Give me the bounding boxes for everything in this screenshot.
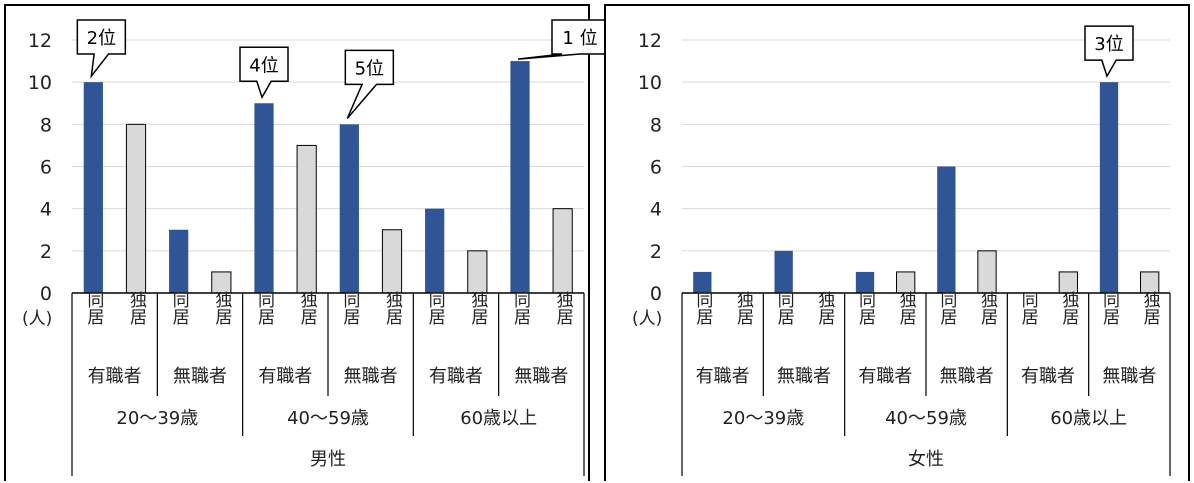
male-living-label: 独居 [211, 291, 232, 325]
male-y-tick-label: 8 [40, 114, 52, 136]
female-bar-cohabit [774, 250, 793, 293]
male-employment-label: 無職者 [514, 366, 568, 387]
male-living-label: 同居 [169, 291, 190, 325]
female-callout-text: 3位 [1094, 34, 1123, 55]
male-chart-panel: 0 2 4 6 8 10 12 同居 独居 同居 独居 同居 独居 同居 独居 同居 独居 同居 独居 有職者 無職者有… [4, 4, 609, 481]
female-chart: 024681012同居 独居 同居 独居 同居 独居 同居 独居 同居 独居 同居 独居有職者 無職者有… [632, 25, 1171, 476]
male-employment-label: 無職者 [173, 366, 227, 387]
female-y-tick-label: 10 [638, 72, 662, 94]
female-living-label: 同居 [1018, 291, 1039, 325]
female-employment-label: 無職者 [1102, 366, 1156, 387]
female-y-tick-label: 12 [638, 30, 662, 52]
male-living-label: 同居 [339, 291, 360, 325]
male-callout-box [344, 49, 395, 119]
male-bar-cohabit [510, 61, 530, 294]
female-living-label: 独居 [896, 291, 917, 325]
female-y-tick-label: 6 [650, 157, 662, 179]
male-bar-alone [467, 250, 488, 294]
male-living-label: 独居 [382, 291, 403, 325]
female-bar-alone [1140, 271, 1160, 294]
female-age-label: 60歳以上 [1050, 408, 1127, 429]
male-callout-box [76, 19, 127, 79]
male-bar-cohabit [425, 208, 445, 293]
female-living-label: 同居 [774, 291, 795, 325]
male-bar-cohabit [83, 82, 103, 294]
male-living-label: 同居 [83, 291, 104, 325]
male-rank-callout: 5位 [344, 49, 395, 119]
male-y-tick-label: 12 [28, 30, 52, 52]
male-living-label: 同居 [510, 291, 531, 325]
male-chart: 024681012同居 独居 同居 独居 同居 独居 同居 独居 同居 独居 同居 独居有職者 無職者有… [22, 19, 609, 476]
male-y-tick-label: 0 [40, 283, 52, 305]
male-age-label: 20～39歳 [116, 408, 198, 429]
male-bar-cohabit [254, 103, 274, 293]
male-employment-label: 有職者 [88, 366, 142, 387]
male-sex-label: 男性 [310, 449, 346, 470]
female-employment-label: 有職者 [1021, 366, 1075, 387]
female-living-label: 同居 [1099, 291, 1120, 325]
male-callout-text: 4位 [249, 55, 278, 76]
male-age-label: 60歳以上 [460, 408, 537, 429]
male-y-tick-label: 2 [40, 241, 52, 263]
male-bar-alone [552, 208, 573, 294]
female-living-label: 同居 [936, 291, 957, 325]
male-employment-label: 有職者 [429, 366, 483, 387]
male-callout-text: 1 位 [562, 28, 597, 49]
female-y-tick-label: 8 [650, 114, 662, 136]
female-age-label: 40～59歳 [885, 408, 967, 429]
male-bar-alone [125, 123, 147, 294]
female-living-label: 同居 [855, 291, 876, 325]
female-bar-alone [977, 250, 997, 294]
female-rank-callout: 3位 [1084, 25, 1134, 79]
male-y-tick-label: 10 [28, 72, 52, 94]
female-y-tick-label: 4 [650, 199, 662, 221]
male-bar-alone [211, 271, 232, 294]
female-bar-alone [1058, 271, 1078, 294]
male-y-tick-label: 4 [40, 199, 52, 221]
female-living-label: 同居 [692, 291, 713, 325]
female-sex-label: 女性 [908, 449, 944, 470]
female-living-label: 独居 [733, 291, 754, 325]
female-bar-cohabit [693, 271, 712, 293]
male-living-label: 独居 [553, 291, 574, 325]
male-living-label: 独居 [467, 291, 488, 325]
female-bar-cohabit [1099, 82, 1119, 294]
female-unit-label: (人) [632, 309, 662, 329]
male-employment-label: 無職者 [344, 366, 398, 387]
female-y-tick-label: 2 [650, 241, 662, 263]
female-living-label: 独居 [977, 291, 998, 325]
female-bar-cohabit [855, 271, 875, 293]
female-chart-panel: 0 2 4 6 8 10 12 同居 独居 同居 独居 同居 独居 同居 独居 同居 独居 同居 独居 有職者 無職者有… [604, 4, 1190, 481]
male-callout-box [239, 46, 289, 100]
male-rank-callout: 4位 [239, 46, 289, 100]
female-callout-box [1084, 25, 1134, 79]
male-bar-cohabit [339, 124, 359, 293]
male-bar-alone [381, 229, 403, 294]
female-employment-label: 有職者 [696, 366, 750, 387]
female-living-label: 独居 [1140, 291, 1161, 325]
female-bar-alone [896, 271, 916, 294]
male-age-label: 40～59歳 [287, 408, 369, 429]
male-y-tick-label: 6 [40, 157, 52, 179]
male-rank-callout: 2位 [76, 19, 127, 79]
female-employment-label: 有職者 [858, 366, 912, 387]
male-callout-text: 2位 [87, 28, 116, 49]
male-bar-alone [296, 144, 317, 294]
female-living-label: 独居 [814, 291, 835, 325]
female-y-tick-label: 0 [650, 283, 662, 305]
female-employment-label: 無職者 [940, 366, 994, 387]
male-living-label: 同居 [425, 291, 446, 325]
male-bar-cohabit [169, 229, 189, 293]
female-age-label: 20～39歳 [722, 408, 804, 429]
female-employment-label: 無職者 [777, 366, 831, 387]
male-unit-label: (人) [22, 309, 52, 329]
male-living-label: 同居 [254, 291, 275, 325]
female-living-label: 独居 [1058, 291, 1079, 325]
male-callout-text: 5位 [355, 58, 384, 79]
male-employment-label: 有職者 [258, 366, 312, 387]
female-bar-cohabit [937, 166, 956, 293]
male-living-label: 独居 [297, 291, 318, 325]
male-living-label: 独居 [126, 291, 147, 325]
